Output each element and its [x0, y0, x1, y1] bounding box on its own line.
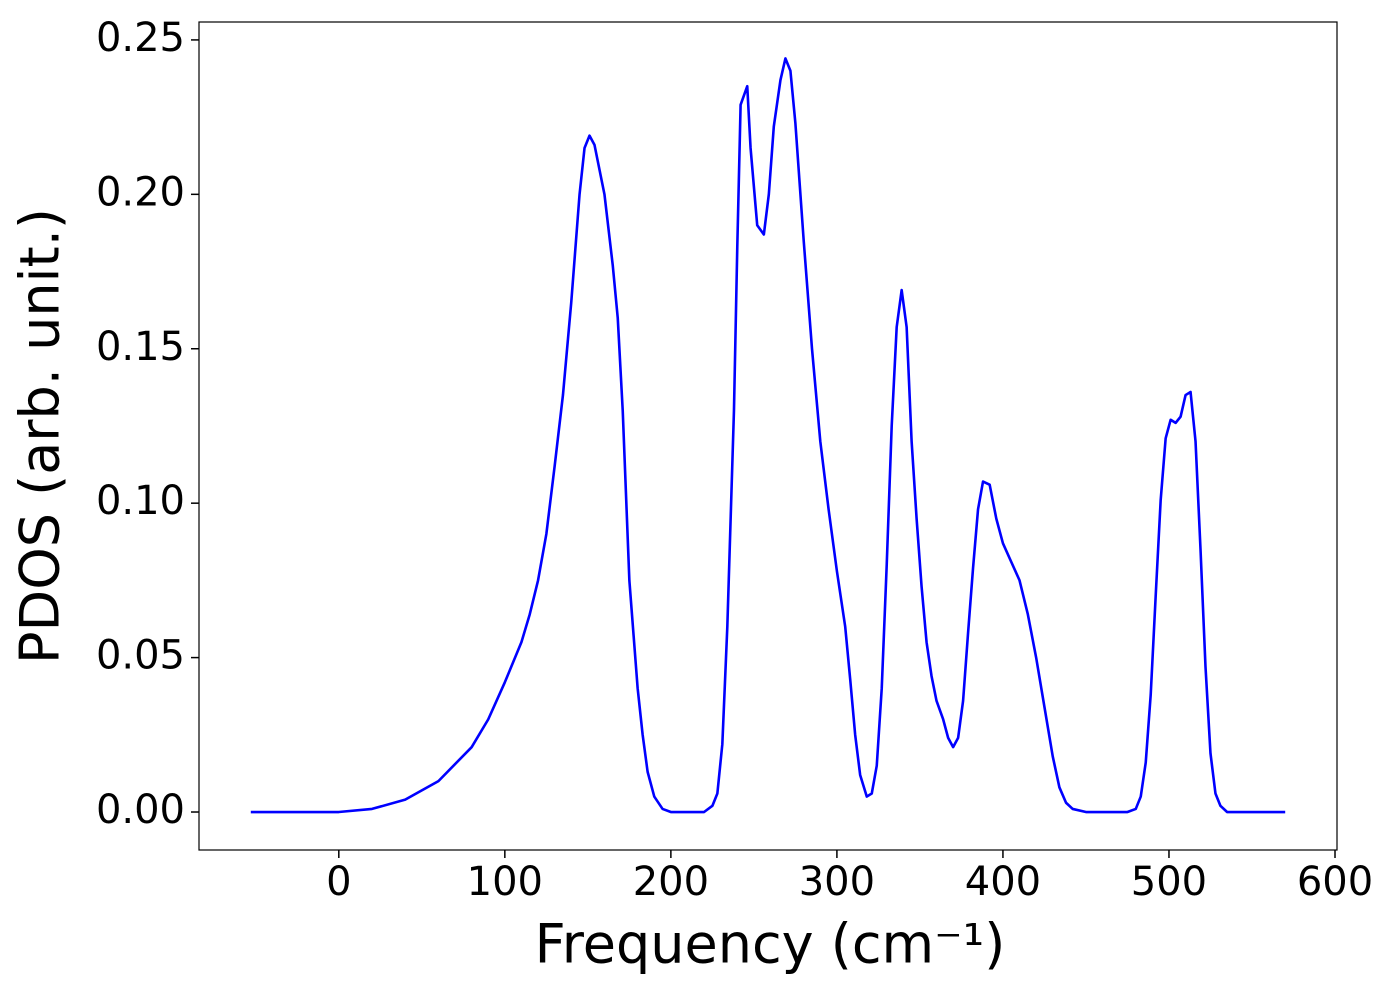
- y-tick-label: 0.00: [96, 787, 185, 833]
- x-tick-label: 500: [1131, 859, 1207, 905]
- x-tick-label: 600: [1297, 859, 1373, 905]
- y-tick-label: 0.25: [96, 15, 185, 61]
- y-axis-label: PDOS (arb. unit.): [9, 208, 72, 664]
- y-tick-label: 0.05: [96, 633, 185, 679]
- x-tick-label: 200: [633, 859, 709, 905]
- x-axis-label: Frequency (cm⁻¹): [535, 913, 1006, 976]
- y-tick-label: 0.15: [96, 324, 185, 370]
- y-tick-label: 0.20: [96, 169, 185, 215]
- x-tick-label: 100: [467, 859, 543, 905]
- x-tick-label: 0: [326, 859, 351, 905]
- line: [250, 57, 1286, 814]
- y-tick-label: 0.10: [96, 478, 185, 524]
- plot-frame: [198, 21, 1338, 851]
- x-tick-label: 400: [965, 859, 1041, 905]
- x-tick-label: 300: [799, 859, 875, 905]
